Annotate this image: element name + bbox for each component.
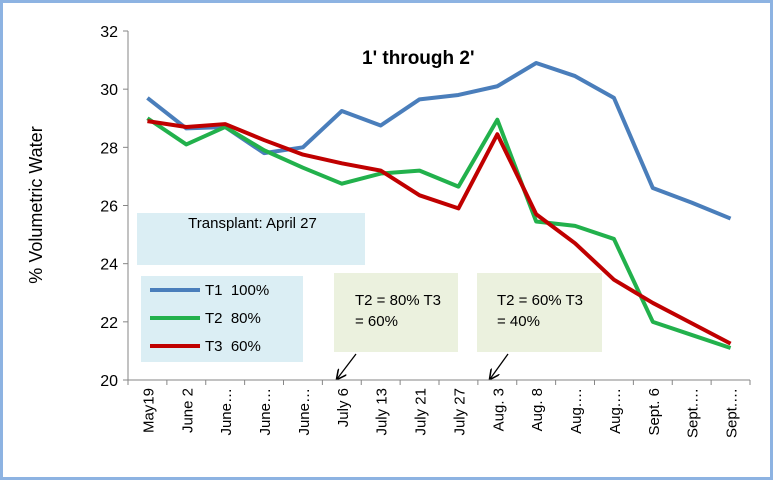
annotation-box [477,273,602,352]
y-tick-label: 32 [100,24,118,41]
legend-label: T2 80% [205,310,261,327]
y-tick-label: 22 [100,315,118,332]
x-tick-label: July 27 [451,388,468,436]
x-tick-label: June… [296,388,313,436]
arrow [490,353,509,379]
x-tick-label: Aug.… [607,388,624,434]
annotation: Transplant: April 27 [188,215,317,232]
y-tick-label: 30 [100,82,118,99]
x-tick-label: June 2 [179,388,196,433]
x-tick-label: Sept.… [685,388,702,438]
legend-label: T1 100% [205,282,269,299]
annotation: T2 = 80% T3 = 60% [355,292,442,330]
x-tick-label: Aug. 3 [490,388,507,431]
annotation-box [137,213,365,265]
series-line [146,60,732,221]
x-tick-label: Sept. 6 [646,388,663,436]
x-tick-label: June… [257,388,274,436]
series-line [147,119,732,346]
x-tick-label: July 21 [413,388,430,436]
x-tick-label: June… [218,388,235,436]
series-line [146,116,732,350]
arrow [337,353,357,379]
annotation-box [334,273,458,352]
x-tick-label: May19 [140,388,157,433]
x-tick-label: Sept.… [724,388,741,438]
y-tick-label: 20 [100,373,118,390]
y-tick-label: 28 [100,140,118,157]
annotation: T2 = 60% T3 = 40% [497,292,584,330]
annotation: 1' through 2' [362,48,475,69]
x-tick-label: July 6 [335,388,352,427]
y-tick-label: 26 [100,199,118,216]
y-axis-label: % Volumetric Water [26,126,46,283]
y-tick-label: 24 [100,257,118,274]
x-tick-label: July 13 [374,388,391,436]
legend-label: T3 60% [205,338,261,355]
x-tick-label: Aug. 8 [529,388,546,431]
x-tick-label: Aug.… [568,388,585,434]
